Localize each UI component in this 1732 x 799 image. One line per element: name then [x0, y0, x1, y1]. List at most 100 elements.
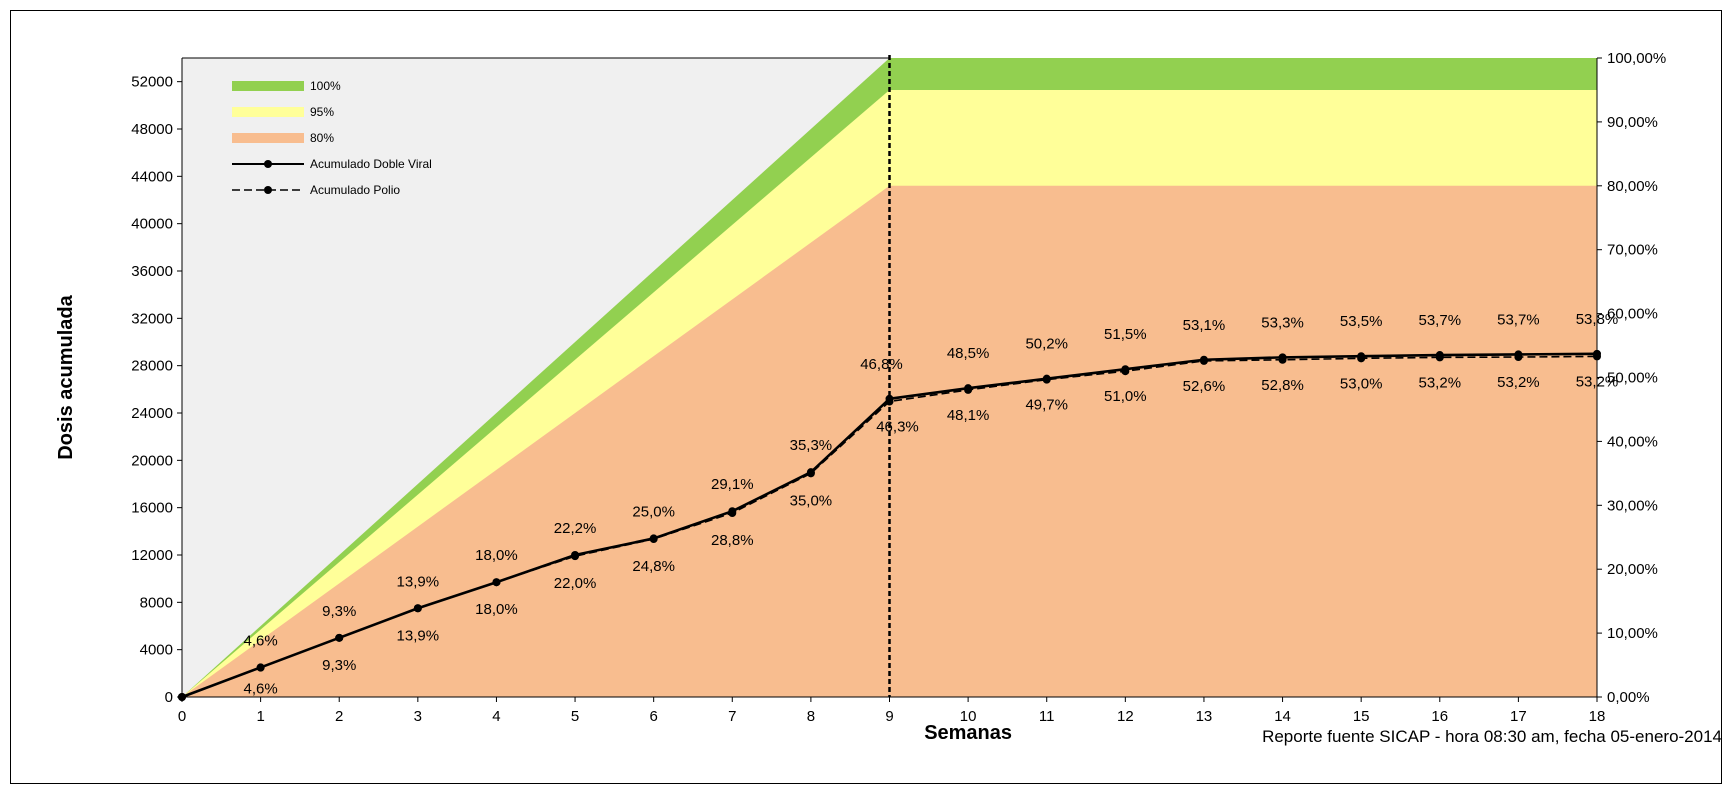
- data-label-polio: 46,3%: [876, 419, 919, 436]
- y2-tick-label: 80,00%: [1607, 178, 1658, 195]
- y-tick-label: 32000: [131, 310, 173, 327]
- data-label-doble-viral: 50,2%: [1025, 336, 1068, 353]
- data-label-polio: 4,6%: [244, 681, 278, 698]
- data-label-doble-viral: 9,3%: [322, 603, 356, 620]
- y-tick-label: 40000: [131, 216, 173, 233]
- series-point: [649, 535, 658, 544]
- y2-tick-label: 50,00%: [1607, 370, 1658, 387]
- y-tick-label: 44000: [131, 168, 173, 185]
- data-label-doble-viral: 25,0%: [632, 503, 675, 520]
- legend-label: Acumulado Doble Viral: [310, 157, 432, 171]
- y2-tick-label: 0,00%: [1607, 689, 1650, 706]
- y-tick-label: 8000: [140, 594, 173, 611]
- series-point: [964, 385, 973, 394]
- y-tick-label: 28000: [131, 358, 173, 375]
- y-tick-label: 16000: [131, 500, 173, 517]
- series-point: [1121, 367, 1130, 376]
- series-point: [885, 397, 894, 406]
- y2-tick-label: 70,00%: [1607, 242, 1658, 259]
- data-label-polio: 51,0%: [1104, 388, 1147, 405]
- axes: 0 4000 8000 12000 16000 20000 24000 28000 32000 3…: [131, 50, 1666, 725]
- data-label-polio: 35,0%: [790, 492, 833, 509]
- data-label-doble-viral: 35,3%: [790, 437, 833, 454]
- y-tick-label: 36000: [131, 263, 173, 280]
- series-point: [178, 693, 186, 701]
- x-tick-label: 6: [649, 708, 657, 725]
- data-label-doble-viral: 53,5%: [1340, 313, 1383, 330]
- data-label-doble-viral: 18,0%: [475, 547, 518, 564]
- data-label-polio: 22,0%: [554, 575, 597, 592]
- x-tick-label: 8: [807, 708, 815, 725]
- data-label-polio: 52,6%: [1183, 378, 1226, 395]
- series-point: [1593, 352, 1601, 361]
- series-point: [728, 508, 737, 517]
- data-label-polio: 9,3%: [322, 657, 356, 674]
- series-point: [806, 469, 815, 478]
- x-tick-label: 3: [414, 708, 422, 725]
- data-label-polio: 53,2%: [1576, 373, 1619, 390]
- series-point: [571, 552, 580, 561]
- series-point: [1435, 353, 1444, 362]
- series-point: [1278, 355, 1287, 364]
- data-label-doble-viral: 46,8%: [860, 356, 903, 373]
- y2-tick-label: 10,00%: [1607, 625, 1658, 642]
- y-tick-label: 12000: [131, 547, 173, 564]
- data-label-doble-viral: 22,2%: [554, 520, 597, 537]
- series-point: [1199, 356, 1208, 365]
- legend-label: 100%: [310, 79, 341, 93]
- x-tick-label: 13: [1196, 708, 1213, 725]
- data-label-polio: 53,2%: [1497, 374, 1540, 391]
- y-tick-label: 0: [165, 689, 173, 706]
- x-tick-label: 15: [1353, 708, 1370, 725]
- y2-tick-label: 30,00%: [1607, 497, 1658, 514]
- y2-tick-label: 20,00%: [1607, 561, 1658, 578]
- data-label-polio: 24,8%: [632, 558, 675, 575]
- x-tick-label: 11: [1039, 708, 1055, 725]
- y-tick-label: 4000: [140, 642, 173, 659]
- series-point: [256, 663, 265, 672]
- data-label-doble-viral: 29,1%: [711, 476, 754, 493]
- y2-tick-label: 60,00%: [1607, 306, 1658, 323]
- y-axis-title: Dosis acumulada: [55, 294, 77, 459]
- x-tick-label: 7: [728, 708, 736, 725]
- x-tick-label: 12: [1117, 708, 1134, 725]
- x-tick-label: 17: [1510, 708, 1527, 725]
- x-tick-label: 0: [178, 708, 186, 725]
- y2-tick-label: 100,00%: [1607, 50, 1666, 67]
- series-point: [1042, 375, 1051, 384]
- legend-marker: [264, 186, 272, 194]
- x-tick-label: 16: [1431, 708, 1448, 725]
- series-group: [178, 349, 1601, 701]
- legend-swatch-100pct: [232, 81, 304, 91]
- legend-swatch-80pct: [232, 133, 304, 143]
- data-labels: 4,6% 9,3% 13,9% 18,0% 22,2% 25,0% 29,1% 35,3% 46…: [244, 311, 1619, 698]
- data-label-doble-viral: 4,6%: [244, 632, 278, 649]
- data-label-polio: 53,0%: [1340, 375, 1383, 392]
- legend-label: 80%: [310, 131, 334, 145]
- series-point: [492, 578, 501, 587]
- x-tick-label: 2: [335, 708, 343, 725]
- data-label-doble-viral: 53,7%: [1419, 312, 1462, 329]
- x-tick-label: 18: [1589, 708, 1606, 725]
- data-label-polio: 49,7%: [1025, 397, 1068, 414]
- source-annotation: Reporte fuente SICAP - hora 08:30 am, fe…: [1262, 727, 1722, 746]
- data-label-polio: 53,2%: [1419, 374, 1462, 391]
- series-point: [335, 633, 344, 642]
- x-tick-label: 9: [885, 708, 893, 725]
- data-label-polio: 18,0%: [475, 601, 518, 618]
- data-label-polio: 13,9%: [397, 627, 440, 644]
- legend-label: 95%: [310, 105, 334, 119]
- legend-swatch-95pct: [232, 107, 304, 117]
- data-label-polio: 48,1%: [947, 407, 990, 424]
- data-label-doble-viral: 53,1%: [1183, 317, 1226, 334]
- data-label-doble-viral: 51,5%: [1104, 326, 1147, 343]
- x-tick-label: 14: [1274, 708, 1291, 725]
- series-point: [1357, 354, 1366, 363]
- legend: 100% 95% 80% Acumulado Doble Viral Acumulado…: [232, 79, 432, 197]
- y2-tick-label: 90,00%: [1607, 114, 1658, 131]
- x-axis-title: Semanas: [924, 722, 1012, 744]
- data-label-polio: 28,8%: [711, 532, 754, 549]
- y-tick-label: 52000: [131, 74, 173, 91]
- data-label-doble-viral: 48,5%: [947, 345, 990, 362]
- series-point: [1514, 353, 1523, 362]
